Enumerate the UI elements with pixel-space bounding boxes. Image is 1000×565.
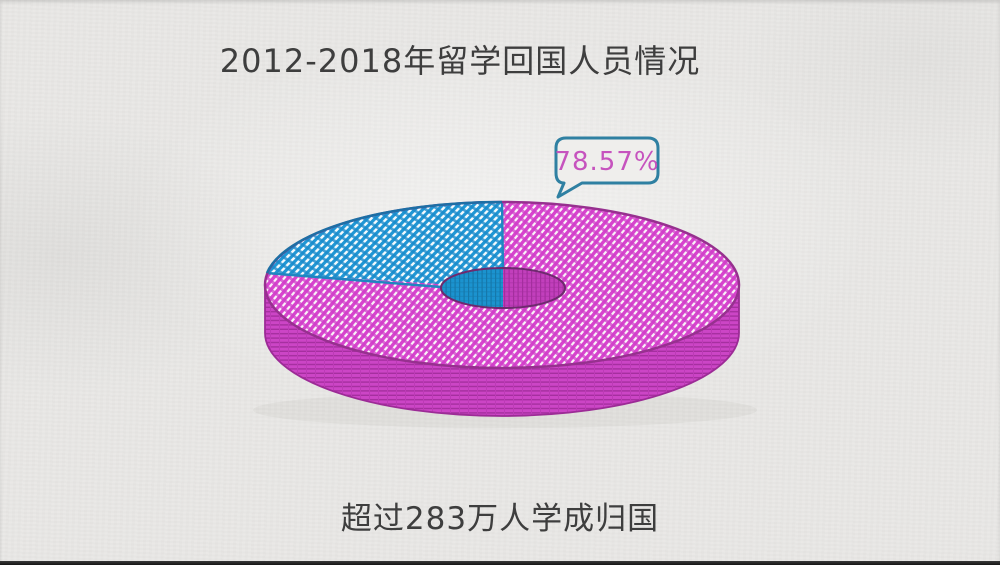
wedge-boundary-top (500, 201, 505, 269)
outer-outline-blue (265, 200, 503, 274)
wedge-boundary-left (266, 271, 442, 289)
slice-blue-overlay (267, 201, 502, 288)
hole-wall-magenta (503, 268, 565, 308)
hole-wall-blue (441, 268, 503, 308)
callout-bubble-shape (554, 136, 660, 199)
video-frame-bottom-edge (0, 561, 1000, 565)
footer-caption: 超过283万人学成归国 (340, 501, 660, 537)
callout-bubble: 78.57% (554, 136, 660, 199)
callout-text: 78.57% (554, 147, 659, 177)
page-title: 2012-2018年留学回国人员情况 (219, 42, 701, 80)
hole-outline (440, 267, 566, 309)
